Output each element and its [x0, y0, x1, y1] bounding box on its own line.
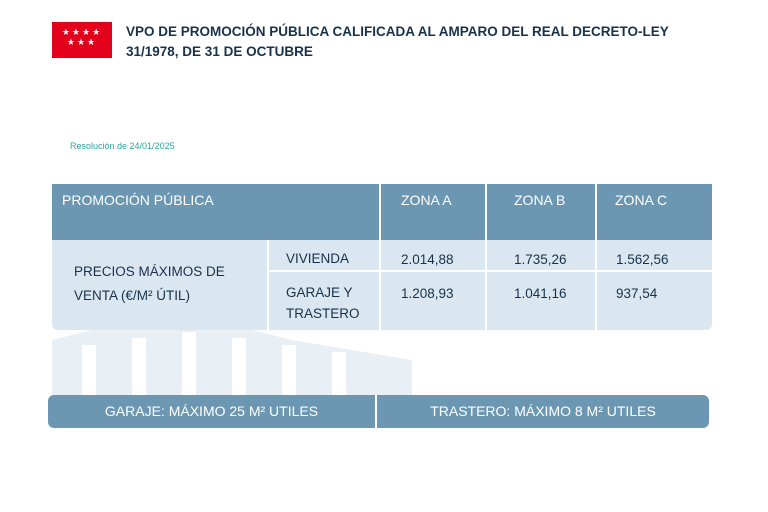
column-divider — [485, 240, 487, 330]
stars-icon: ★★★★ ★★★ — [61, 28, 103, 48]
madrid-flag-logo: ★★★★ ★★★ — [52, 22, 112, 58]
footer-bar: GARAJE: MÁXIMO 25 M² UTILES TRASTERO: MÁ… — [48, 395, 709, 428]
column-divider — [267, 240, 269, 330]
resolution-date: Resolución de 24/01/2025 — [70, 141, 175, 151]
header-zona-b: ZONA B — [487, 184, 595, 240]
page-title: VPO DE PROMOCIÓN PÚBLICA CALIFICADA AL A… — [126, 24, 669, 59]
table-body — [52, 240, 712, 330]
precios-maximos-label: PRECIOS MÁXIMOS DE VENTA (€/M² ÚTIL) — [74, 264, 225, 303]
header-zona-c: ZONA C — [597, 184, 712, 240]
garaje-zona-c: 937,54 — [616, 286, 658, 301]
column-divider — [379, 240, 381, 330]
price-table: PROMOCIÓN PÚBLICA ZONA A ZONA B ZONA C P… — [52, 184, 712, 330]
vivienda-zona-a: 2.014,88 — [401, 252, 454, 267]
header-zona-a: ZONA A — [381, 184, 485, 240]
garaje-max-note: GARAJE: MÁXIMO 25 M² UTILES — [104, 403, 319, 419]
vivienda-zona-b: 1.735,26 — [514, 252, 567, 267]
footer-divider — [375, 395, 377, 428]
garaje-zona-a: 1.208,93 — [401, 286, 454, 301]
row-label-vivienda: VIVIENDA — [286, 251, 350, 266]
row-label-garaje-trastero: GARAJE Y TRASTERO — [286, 285, 360, 321]
header-promocion: PROMOCIÓN PÚBLICA — [52, 184, 379, 240]
column-divider — [595, 240, 597, 330]
trastero-max-note: TRASTERO: MÁXIMO 8 M² UTILES — [430, 403, 656, 419]
row-divider — [269, 270, 712, 272]
garaje-zona-b: 1.041,16 — [514, 286, 567, 301]
vivienda-zona-c: 1.562,56 — [616, 252, 669, 267]
